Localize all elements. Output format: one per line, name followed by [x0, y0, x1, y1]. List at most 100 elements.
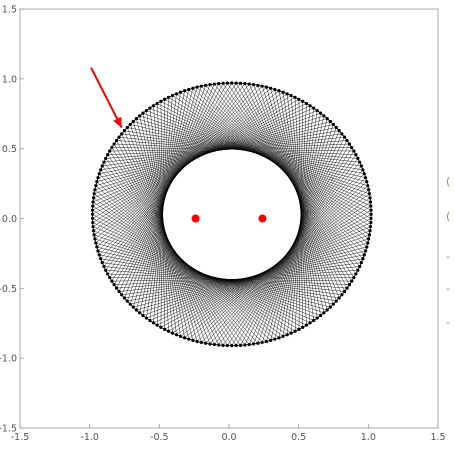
outer-point	[293, 329, 297, 333]
outer-point	[96, 249, 100, 253]
outer-point	[312, 106, 316, 110]
outer-point	[92, 192, 96, 196]
x-tick-label: -1.5	[11, 432, 30, 443]
outer-point	[331, 302, 335, 306]
outer-point	[369, 216, 373, 221]
outer-point	[328, 305, 332, 309]
outer-point	[238, 81, 243, 85]
outer-point	[368, 229, 372, 233]
outer-point	[99, 168, 103, 172]
outer-point	[325, 117, 329, 121]
outer-point	[337, 296, 341, 300]
outer-point	[356, 268, 360, 272]
outer-point	[322, 114, 326, 118]
outer-point	[289, 331, 293, 335]
outer-point	[319, 313, 323, 318]
outer-point	[354, 272, 358, 276]
outer-point	[131, 305, 135, 309]
outer-point	[366, 241, 370, 245]
outer-point	[217, 82, 221, 86]
outer-point	[174, 92, 179, 96]
x-tick-label: 1.5	[430, 432, 445, 443]
outer-point	[289, 93, 293, 98]
outer-point	[138, 311, 142, 315]
inner-hole	[181, 183, 277, 254]
outer-point	[90, 212, 95, 216]
y-tick-label: -1.5	[0, 424, 17, 435]
outer-point	[369, 220, 373, 225]
outer-point	[91, 220, 95, 225]
outer-point	[365, 180, 369, 184]
outer-point	[195, 85, 199, 89]
outer-point	[91, 204, 95, 208]
outer-point	[93, 188, 97, 192]
outer-point	[342, 135, 347, 139]
outer-point	[285, 333, 289, 337]
outer-point	[369, 204, 373, 208]
outer-point	[90, 208, 95, 212]
outer-point	[256, 83, 260, 87]
outer-point	[96, 176, 100, 180]
outer-point	[358, 160, 362, 164]
x-axis: -1.5 -1.0 -0.5 0.0 0.5 1.0 1.5	[11, 424, 446, 443]
outer-point	[144, 108, 148, 113]
outer-point	[151, 104, 156, 108]
outer-point	[208, 342, 212, 346]
outer-point	[122, 296, 127, 300]
outer-point	[368, 196, 372, 200]
outer-point	[112, 142, 116, 146]
outer-point	[251, 342, 256, 346]
outer-point	[363, 176, 368, 180]
outer-point	[367, 192, 372, 196]
outer-point	[264, 85, 269, 89]
outer-point	[362, 253, 366, 257]
outer-point	[110, 279, 114, 283]
outer-point	[131, 119, 135, 124]
outer-point	[163, 327, 167, 331]
outer-point	[301, 325, 305, 329]
outer-point	[304, 101, 309, 106]
outer-point	[301, 99, 305, 103]
outer-point	[304, 323, 309, 327]
outer-point	[128, 302, 132, 306]
arrow-annotation	[90, 67, 123, 129]
outer-point	[212, 82, 216, 86]
outer-point	[358, 264, 362, 269]
outer-point	[359, 164, 363, 168]
outer-point	[308, 104, 312, 108]
outer-point	[312, 318, 316, 323]
outer-point	[125, 299, 129, 303]
outer-point	[191, 86, 195, 90]
outer-point	[322, 311, 326, 315]
outer-point	[345, 138, 349, 143]
outer-point	[365, 245, 369, 249]
outer-point	[112, 283, 116, 287]
outer-point	[99, 257, 103, 261]
x-tick-label: -1.0	[80, 432, 99, 443]
outer-point	[122, 129, 127, 133]
outer-point	[277, 89, 281, 93]
edge-mark-5: -	[446, 316, 450, 329]
outer-point	[340, 293, 344, 297]
outer-point	[331, 122, 335, 127]
outer-point	[91, 196, 96, 200]
outer-point	[217, 343, 221, 347]
outer-point	[362, 172, 366, 176]
outer-point	[187, 87, 191, 92]
outer-point	[260, 84, 264, 88]
outer-point	[90, 216, 95, 221]
outer-point	[315, 316, 319, 320]
y-tick-label: -0.5	[0, 284, 17, 295]
outer-point	[163, 97, 167, 101]
outer-point	[361, 257, 365, 261]
outer-point	[208, 83, 212, 87]
outer-point	[234, 343, 238, 348]
outer-point	[325, 308, 329, 312]
outer-point	[102, 160, 106, 164]
outer-point	[182, 336, 187, 340]
outer-point	[155, 101, 159, 106]
y-tick-label: 1.0	[2, 74, 17, 85]
outer-point	[199, 84, 203, 88]
outer-point	[308, 321, 312, 325]
